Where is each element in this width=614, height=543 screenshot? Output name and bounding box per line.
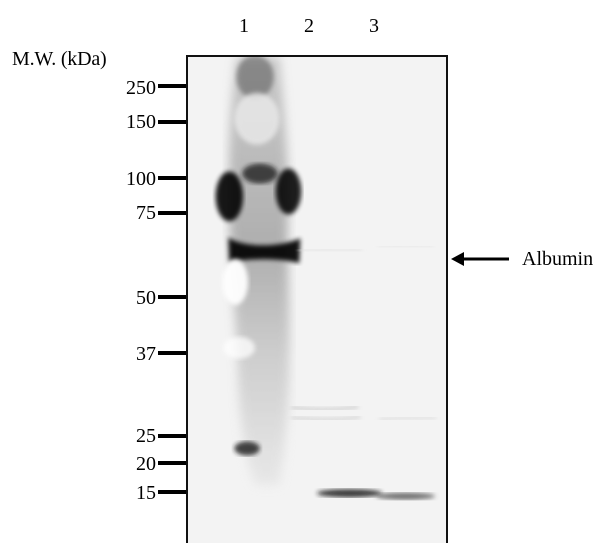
- blot-membrane: [186, 55, 448, 543]
- marker-label-25: 25: [136, 425, 156, 447]
- lane-3-bottom-band: [376, 492, 436, 500]
- lane-1-white-spot: [222, 259, 249, 305]
- lane-1-lower-band: [234, 441, 260, 456]
- marker-tick-250: [158, 84, 188, 88]
- lane-1-dark-band-right: [275, 168, 302, 215]
- blot-image: [188, 57, 446, 543]
- lane-1-pale-spot: [223, 336, 255, 359]
- marker-tick-15: [158, 490, 188, 494]
- marker-label-20: 20: [136, 453, 156, 475]
- marker-tick-37: [158, 351, 188, 355]
- lane-2-faint-band-3: [298, 248, 363, 253]
- molecular-weight-title: M.W. (kDa): [12, 48, 107, 70]
- lane-1-top-band: [236, 57, 274, 99]
- lane-1-smear: [228, 57, 290, 486]
- marker-tick-75: [158, 211, 188, 215]
- marker-label-37: 37: [136, 343, 156, 365]
- marker-label-50: 50: [136, 287, 156, 309]
- marker-label-150: 150: [126, 111, 156, 133]
- lane-label-2: 2: [304, 15, 314, 37]
- marker-tick-150: [158, 120, 188, 124]
- lane-1-dark-band-left: [215, 171, 244, 222]
- lane-label-3: 3: [369, 15, 379, 37]
- lane-label-1: 1: [239, 15, 249, 37]
- membrane-background: [188, 57, 446, 543]
- marker-tick-100: [158, 176, 188, 180]
- lane-2-bottom-band: [317, 489, 382, 498]
- lane-2-faint-band-1: [291, 405, 359, 412]
- marker-label-15: 15: [136, 482, 156, 504]
- lane-3-faint-upper-band: [377, 244, 434, 249]
- marker-label-75: 75: [136, 202, 156, 224]
- lane-1-light-zone: [234, 92, 280, 145]
- lane-3-faint-band: [378, 416, 437, 421]
- albumin-band-lane-1: [228, 237, 301, 264]
- marker-label-250: 250: [126, 77, 156, 99]
- marker-tick-50: [158, 295, 188, 299]
- albumin-label: Albumin: [522, 248, 594, 270]
- marker-label-100: 100: [126, 168, 156, 190]
- left-arrow-icon: [451, 251, 509, 267]
- lane-1-mid-band: [242, 163, 278, 184]
- marker-tick-20: [158, 461, 188, 465]
- lane-2-faint-band-2: [291, 415, 361, 422]
- marker-tick-25: [158, 434, 188, 438]
